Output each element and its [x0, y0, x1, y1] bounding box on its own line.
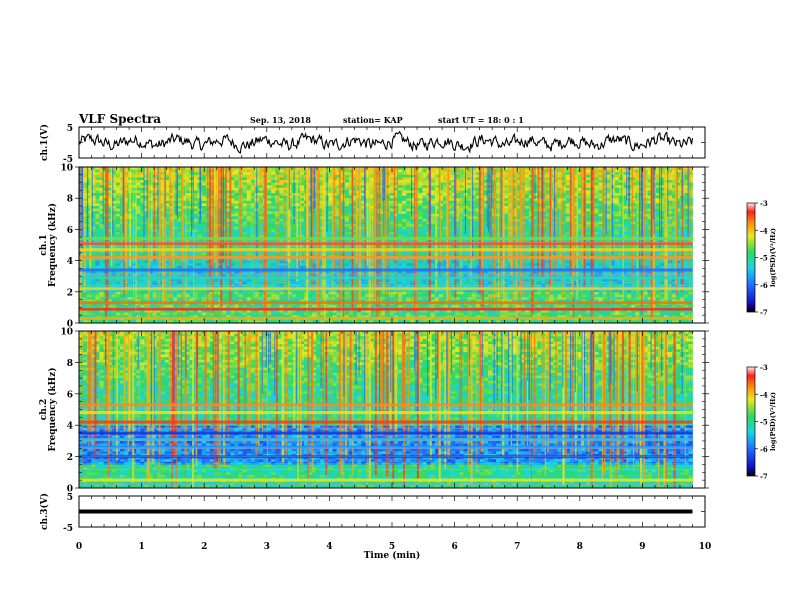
ch1-colorbar-tick-3: -6: [760, 281, 768, 290]
ch1-spectrogram-ytick-0: 0: [67, 320, 73, 330]
ch2-spectrogram-band-4: [79, 431, 693, 435]
xtick-10: 10: [699, 542, 712, 552]
ch1-spectrogram-ytick-1: 2: [67, 288, 73, 298]
ch1-spectrogram-band-5: [79, 268, 693, 272]
ch2-colorbar-tick-3: -6: [760, 445, 768, 454]
ch3-waveform-ytick-1: -5: [63, 524, 73, 534]
xtick-2: 2: [201, 542, 207, 552]
ch2-colorbar-tick-1: -4: [760, 390, 768, 399]
xtick-1: 1: [138, 542, 144, 552]
ch1-spectrogram-band-2: [79, 301, 693, 305]
ch2-spectrogram-ytick-4: 8: [67, 359, 73, 369]
xtick-8: 8: [577, 542, 583, 552]
ch1-spectrogram-band-0: [79, 316, 693, 320]
ch1-spectrogram-ytick-3: 6: [67, 226, 73, 236]
ch1-waveform-panel: 5 -5 ch.1(V): [39, 124, 706, 165]
xtick-5: 5: [389, 542, 395, 552]
ch2-spectrogram-band-7: [79, 403, 693, 407]
ch1-spectrogram-ytick-5: 10: [60, 164, 73, 174]
ch3-waveform-panel: 5 -5 ch.3(V): [39, 493, 706, 534]
ch2-spectrogram-ytick-0: 0: [67, 485, 73, 495]
ch2-colorbar-tick-4: -7: [760, 472, 768, 481]
ch2-spectrogram-band-2: [79, 445, 693, 449]
station-label: station= KAP: [343, 115, 403, 125]
ch1-spectrogram-band-3: [79, 287, 693, 291]
ch1-colorbar-label: log(PSD)(V²/Hz): [769, 228, 777, 287]
xtick-4: 4: [326, 542, 332, 552]
ch1-colorbar: -3 -4 -5 -6 -7 log(PSD)(V²/Hz): [746, 199, 777, 317]
ch1-waveform-ylabel: ch.1(V): [39, 124, 50, 161]
ch1-spectrogram-panel: 0 2 4 6 8 10 ch.1Frequency (kHz): [39, 164, 709, 330]
ch2-colorbar-scale: [746, 366, 756, 477]
ch1-waveform-trace: [78, 130, 694, 154]
xtick-6: 6: [451, 542, 457, 552]
date-label: Sep. 13, 2018: [250, 115, 311, 125]
ch2-spectrogram-band-0: [79, 478, 693, 482]
ch2-colorbar-label: log(PSD)(V²/Hz): [769, 392, 777, 451]
ch2-spectrogram-band-1: [79, 455, 693, 459]
chart-title: VLF Spectra: [79, 112, 162, 126]
ch3-waveform-ytick-0: 5: [67, 493, 73, 503]
ch2-spectrogram-ytick-3: 6: [67, 390, 73, 400]
xtick-0: 0: [76, 542, 82, 552]
ch1-spectrogram-band-7: [79, 248, 693, 252]
ch2-colorbar: -3 -4 -5 -6 -7 log(PSD)(V²/Hz): [746, 363, 777, 481]
xaxis-label: Time (min): [364, 550, 421, 561]
ch1-spectrogram-band-6: [79, 256, 693, 259]
xtick-3: 3: [264, 542, 270, 552]
ch1-waveform-ytick-0: 5: [67, 124, 73, 134]
ch2-spectrogram-ytick-2: 4: [67, 422, 73, 432]
ch1-spectrogram-ylabel: ch.1Frequency (kHz): [39, 203, 58, 287]
ch2-colorbar-tick-2: -5: [760, 418, 768, 427]
ch2-spectrogram-band-5: [79, 420, 693, 424]
ch2-spectrogram-ytick-1: 2: [67, 453, 73, 463]
start-time-label: start UT = 18: 0 : 1: [438, 115, 524, 125]
ch1-colorbar-tick-0: -3: [760, 199, 768, 208]
ch1-colorbar-tick-1: -4: [760, 226, 768, 235]
xtick-7: 7: [514, 542, 520, 552]
xtick-9: 9: [639, 542, 645, 552]
ch1-spectrogram-ytick-4: 8: [67, 195, 73, 205]
ch1-waveform-ytick-1: -5: [63, 155, 73, 165]
ch1-spectrogram-band-8: [79, 241, 693, 245]
ch1-colorbar-tick-2: -5: [760, 254, 768, 263]
ch2-spectrogram-panel: 0 2 4 6 8 10 ch.2Frequency (kHz): [39, 328, 709, 495]
ch2-spectrogram-band-6: [79, 411, 693, 415]
ch1-colorbar-tick-4: -7: [760, 308, 768, 317]
ch1-spectrogram-band-9: [79, 237, 693, 241]
ch3-waveform-ylabel: ch.3(V): [39, 493, 50, 530]
ch2-colorbar-tick-0: -3: [760, 363, 768, 372]
ch2-spectrogram-ytick-5: 10: [60, 328, 73, 338]
ch1-spectrogram-ytick-2: 4: [67, 257, 73, 267]
ch1-spectrogram-band-1: [79, 307, 693, 311]
time-axis: 0 1 2 3 4 5 6 7 8 9 10 Time (min): [76, 542, 711, 561]
ch1-colorbar-scale: [746, 202, 756, 313]
ch2-spectrogram-ylabel: ch.2Frequency (kHz): [39, 367, 58, 451]
